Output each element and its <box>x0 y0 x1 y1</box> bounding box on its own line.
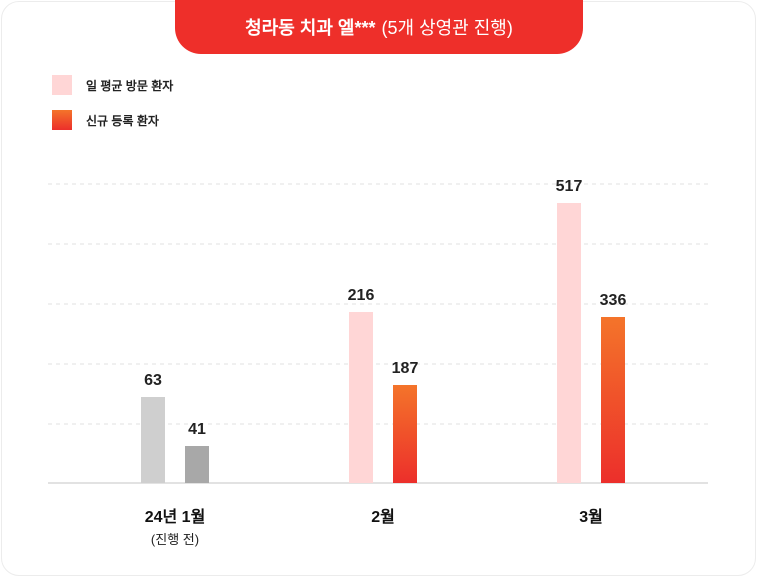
chart-title-banner: 청라동 치과 엘*** (5개 상영관 진행) <box>175 0 583 54</box>
bar-series0-cat0 <box>141 397 165 483</box>
x-tick-label-0: 24년 1월 <box>145 507 206 526</box>
bar-series1-cat1 <box>393 385 417 483</box>
bars-group <box>141 203 625 483</box>
bar-series1-cat2 <box>601 317 625 483</box>
legend-swatch-new <box>52 110 72 130</box>
chart-subtitle: (5개 상영관 진행) <box>381 18 513 38</box>
data-label-series0-cat1: 216 <box>348 287 375 304</box>
data-label-series0-cat0: 63 <box>144 372 162 389</box>
gridlines <box>48 183 708 425</box>
bar-series0-cat1 <box>349 312 373 483</box>
legend-swatch-visit <box>52 75 72 95</box>
data-label-series0-cat2: 517 <box>556 178 583 195</box>
data-label-series1-cat0: 41 <box>188 421 206 438</box>
data-label-series1-cat2: 336 <box>600 292 627 309</box>
chart-title: 청라동 치과 엘*** <box>245 18 376 38</box>
legend-label-new: 신규 등록 환자 <box>86 113 159 128</box>
data-label-series1-cat1: 187 <box>392 360 419 377</box>
legend-item-visit: 일 평균 방문 환자 <box>52 74 173 96</box>
x-tick-label-2: 3월 <box>579 508 603 526</box>
labels-group: 63 216 517 41 187 336 24년 1월 (진행 전) 2월 3월 <box>144 178 626 547</box>
bar-series1-cat0 <box>185 446 209 483</box>
chart-legend: 일 평균 방문 환자 신규 등록 환자 <box>52 74 173 144</box>
legend-item-new: 신규 등록 환자 <box>52 109 173 131</box>
x-tick-sublabel-0: (진행 전) <box>151 532 199 547</box>
bar-series0-cat2 <box>557 203 581 483</box>
x-tick-label-1: 2월 <box>371 508 395 526</box>
legend-label-visit: 일 평균 방문 환자 <box>86 78 174 93</box>
